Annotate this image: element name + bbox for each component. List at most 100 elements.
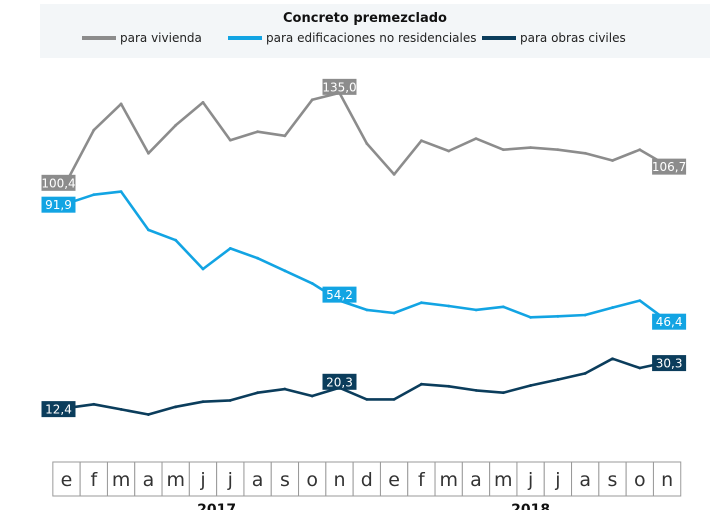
x-tick-label: a: [143, 469, 155, 491]
data-point: [256, 391, 259, 395]
data-point: [283, 269, 287, 273]
data-point: [310, 98, 314, 102]
data-point: [92, 402, 96, 406]
x-tick-label: m: [166, 469, 185, 491]
data-point: [283, 134, 287, 138]
series-line: [65, 91, 668, 183]
data-point: [256, 130, 259, 134]
x-tick-box: [52, 461, 81, 497]
data-point: [529, 384, 532, 387]
data-point: [392, 311, 396, 315]
data-point: [420, 382, 423, 386]
data-point: [228, 399, 232, 402]
x-tick-label: e: [388, 469, 400, 491]
data-label: 12,4: [41, 401, 76, 418]
data-point: [611, 159, 614, 162]
data-point: [474, 308, 478, 312]
x-tick-box: [461, 461, 491, 497]
x-tick-box: [106, 461, 136, 497]
data-point: [447, 149, 451, 153]
data-point: [310, 282, 314, 285]
x-tick-box: [516, 461, 545, 497]
x-tick-label: j: [527, 469, 533, 491]
data-point: [365, 308, 369, 312]
data-label: 20,3: [322, 373, 357, 390]
data-label-text: 46,4: [656, 315, 683, 329]
x-tick-box: [79, 461, 108, 497]
x-tick-box: [188, 461, 218, 497]
x-year-label: 2018: [511, 502, 550, 510]
data-point: [201, 267, 205, 271]
data-point: [392, 397, 396, 401]
x-tick-label: s: [280, 469, 290, 491]
data-point: [119, 408, 123, 411]
x-tick-label: o: [306, 469, 318, 491]
x-tick-box: [543, 461, 573, 497]
data-label-box: [652, 355, 687, 372]
x-tick-label: m: [112, 469, 131, 491]
data-label-box: [41, 401, 76, 418]
data-point: [474, 137, 478, 141]
x-tick-label: j: [199, 469, 205, 491]
data-label-text: 20,3: [326, 375, 353, 389]
data-point: [283, 387, 287, 391]
data-point: [529, 146, 532, 150]
data-label-box: [322, 78, 357, 95]
data-label-box: [41, 196, 76, 213]
data-point: [611, 357, 614, 361]
data-point: [556, 148, 560, 152]
x-tick-box: [216, 461, 245, 497]
data-labels: 100,4 135,0 106,7 91,9 54,2 46,4 12,4 20,3 30,3: [41, 78, 687, 418]
x-tick-label: f: [90, 469, 98, 491]
data-point: [501, 148, 505, 152]
series-line: [66, 190, 668, 322]
x-tick-label: d: [361, 469, 373, 491]
legend-entry: para vivienda: [120, 31, 202, 45]
data-label-text: 135,0: [322, 80, 356, 94]
data-point: [556, 314, 560, 318]
data-point: [256, 256, 259, 260]
data-label-box: [322, 373, 357, 390]
data-point: [92, 193, 96, 197]
x-tick-label: e: [61, 469, 73, 491]
series-lines: [65, 91, 669, 416]
data-point: [501, 305, 505, 309]
x-tick-box: [161, 461, 190, 497]
data-point: [174, 405, 178, 409]
data-point: [147, 151, 150, 155]
data-point: [392, 172, 396, 176]
data-label-text: 91,9: [45, 198, 72, 212]
data-label: 46,4: [652, 313, 687, 330]
data-point: [583, 313, 587, 317]
x-tick-label: j: [554, 469, 560, 491]
x-tick-label: a: [252, 469, 264, 491]
data-label: 54,2: [322, 286, 357, 303]
data-point: [501, 391, 505, 395]
x-tick-label: m: [494, 469, 513, 491]
legend-entry: para obras civiles: [520, 31, 626, 45]
data-label: 135,0: [322, 78, 357, 95]
data-point: [583, 372, 587, 375]
data-label-box: [41, 174, 76, 191]
data-label-text: 30,3: [656, 357, 683, 371]
data-point: [447, 304, 451, 308]
data-label-text: 54,2: [326, 288, 353, 302]
legend-band: [40, 4, 710, 58]
data-label-box: [322, 286, 357, 303]
data-point: [228, 247, 232, 250]
data-point: [201, 100, 205, 104]
x-tick-label: a: [470, 469, 482, 491]
x-tick-box: [434, 461, 463, 497]
data-point: [638, 299, 642, 303]
data-point: [119, 102, 123, 106]
data-point: [583, 151, 587, 155]
data-point: [611, 306, 614, 309]
chart-title: Concreto premezclado: [283, 11, 447, 26]
x-tick-box: [625, 461, 654, 497]
x-tick-label: s: [608, 469, 618, 491]
data-label: 106,7: [652, 158, 686, 175]
data-label: 30,3: [652, 355, 687, 372]
x-tick-label: a: [579, 469, 591, 491]
legend: para vivienda para edificaciones no resid…: [82, 31, 626, 45]
